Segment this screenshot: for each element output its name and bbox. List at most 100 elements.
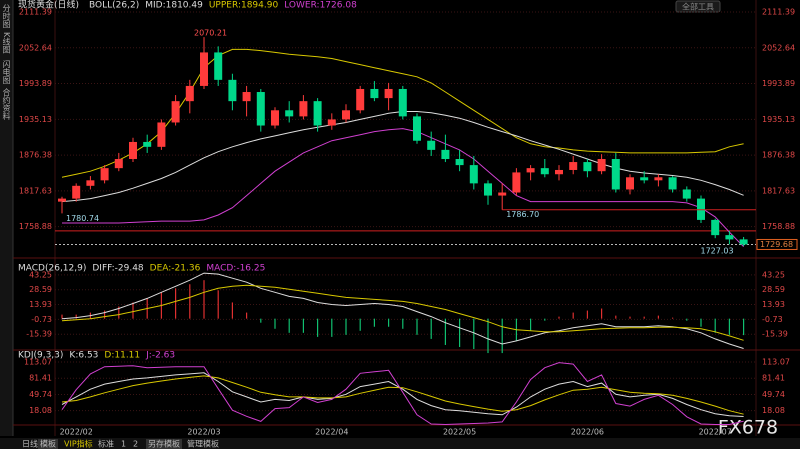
candle-body (498, 192, 507, 196)
y-tick-label: -15.39 (26, 330, 52, 339)
candle-body (398, 88, 407, 117)
y-tick-label: 1935.13 (19, 115, 52, 124)
candle-body (299, 101, 308, 117)
x-tick-label: 2022/07 (699, 428, 732, 437)
indicator-line (61, 272, 744, 349)
annotation: 1727.03 (701, 247, 734, 256)
candle-body (370, 88, 379, 99)
y-tick-label: 18.08 (762, 406, 785, 415)
annotation: 2070.21 (194, 29, 227, 38)
watermark: FX678 (718, 417, 778, 439)
indicator-line (61, 362, 744, 426)
y-tick-label: 49.74 (29, 390, 52, 399)
candle-body (469, 165, 478, 184)
candle-body (143, 141, 152, 147)
candle-body (725, 235, 734, 240)
x-tick-label: 2022/04 (315, 428, 348, 437)
y-tick-label: 13.93 (29, 300, 52, 309)
tab[interactable]: 2 (133, 440, 138, 449)
tab[interactable]: VIP指标 (64, 439, 93, 449)
y-tick-label: 1876.38 (19, 151, 52, 160)
legend-entry: MACD:-16.25 (206, 264, 265, 274)
last-price-label: 1729.68 (760, 240, 793, 249)
x-tick-label: 2022/06 (571, 428, 604, 437)
y-tick-label: 1817.63 (762, 186, 795, 195)
candle-body (668, 177, 677, 190)
tab[interactable]: 1 (121, 440, 126, 449)
tool-button-label[interactable]: 全部工具 (682, 2, 714, 12)
y-tick-label: 13.93 (762, 300, 785, 309)
candle-body (171, 101, 180, 123)
legend-entry: UPPER:1894.90 (209, 1, 279, 11)
candle-body (256, 92, 265, 126)
y-tick-label: -15.39 (762, 330, 788, 339)
y-tick-label: -0.73 (762, 315, 783, 324)
y-tick-label: 1993.89 (762, 79, 795, 88)
candle-body (555, 169, 563, 175)
y-tick-label: 1817.63 (19, 186, 52, 195)
candle-body (129, 141, 137, 160)
y-tick-label: 28.59 (29, 285, 52, 294)
sidebar-item[interactable]: 分时图 (2, 4, 11, 29)
candle-body (682, 189, 691, 199)
tab[interactable]: 标准 (98, 439, 114, 449)
last-price-box (756, 238, 798, 250)
y-tick-label: 1876.38 (762, 151, 795, 160)
candle-body (654, 177, 663, 181)
indicator-line (61, 284, 744, 341)
legend-entry: DEA:-21.36 (150, 264, 201, 274)
candle-body (711, 219, 720, 236)
indicator-line (62, 128, 744, 248)
sidebar-item[interactable]: 闪电图 (2, 60, 11, 85)
candle-body (185, 85, 194, 102)
tab[interactable]: 管理模板 (187, 439, 219, 449)
y-tick-label: 43.25 (29, 270, 52, 279)
y-tick-label: 2111.39 (762, 8, 795, 17)
candle-body (526, 168, 535, 173)
candle-body (285, 110, 294, 117)
candle-body (626, 177, 634, 190)
annotation: 1786.70 (506, 210, 539, 219)
legend-entry: J:-2.63 (145, 351, 175, 361)
y-tick-label: 1993.89 (19, 79, 52, 88)
legend-entry: DIFF:-29.48 (92, 264, 144, 274)
candle-body (242, 92, 251, 102)
legend-entry: KDJ(9,3,3) (18, 351, 63, 361)
legend-entry: K:6.53 (69, 351, 98, 361)
candle-body (327, 119, 336, 126)
sidebar-item[interactable]: K线图 (2, 32, 11, 54)
y-tick-label: 2111.39 (19, 8, 52, 17)
tab[interactable]: 另存模板 (148, 439, 180, 449)
candle-body (484, 183, 492, 196)
tab[interactable]: 日线 (22, 439, 38, 449)
y-tick-label: 2052.64 (19, 43, 52, 52)
candle-body (214, 52, 223, 80)
candle-body (200, 52, 208, 86)
y-tick-label: 1758.88 (19, 222, 52, 231)
candle-body (114, 159, 123, 169)
chart-title: 现货黄金(日线) (18, 0, 79, 11)
sidebar-item[interactable]: 合约资料 (2, 87, 11, 121)
candle-body (569, 162, 578, 170)
y-tick-label: 1935.13 (762, 115, 795, 124)
y-tick-label: 43.25 (762, 270, 785, 279)
candle-body (384, 88, 393, 99)
y-tick-label: 113.07 (762, 358, 790, 367)
y-tick-label: 18.08 (29, 406, 52, 415)
indicator-line (61, 372, 744, 417)
y-tick-label: 113.07 (24, 358, 52, 367)
tab[interactable]: 模板 (40, 439, 56, 449)
candle-body (540, 168, 549, 175)
y-tick-label: 2052.64 (762, 43, 795, 52)
candle-body (271, 110, 279, 126)
legend-entry: MACD(26,12,9) (18, 264, 86, 274)
candle-body (228, 79, 237, 102)
y-tick-label: 81.41 (762, 374, 785, 383)
sidebar (0, 0, 13, 436)
candle-body (86, 180, 95, 186)
tab-bar (0, 438, 800, 449)
legend-entry: D:11.11 (104, 351, 140, 361)
y-tick-label: -0.73 (31, 315, 52, 324)
annotation: 1780.74 (66, 214, 99, 223)
